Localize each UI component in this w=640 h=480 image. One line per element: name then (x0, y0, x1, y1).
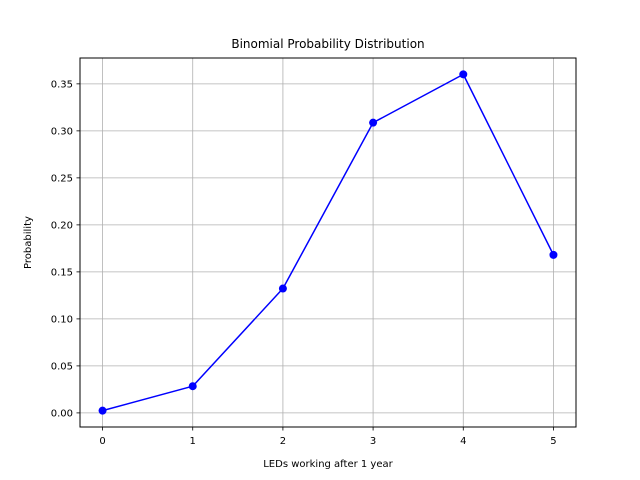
grid (80, 58, 576, 427)
series-line (102, 73, 555, 412)
data-point (188, 382, 197, 391)
x-tick-label: 3 (370, 436, 376, 447)
y-tick-label: 0.05 (51, 361, 73, 372)
data-point (369, 118, 378, 127)
x-tick-label: 1 (190, 436, 196, 447)
x-tick-label: 4 (460, 436, 466, 447)
y-axis-label: Probability (23, 216, 34, 269)
y-tick-label: 0.25 (51, 173, 73, 184)
data-point (549, 250, 558, 259)
x-tick-label: 2 (280, 436, 286, 447)
y-tick-label: 0.00 (51, 408, 73, 419)
x-tick-label: 5 (550, 436, 556, 447)
y-tick-label: 0.10 (51, 314, 73, 325)
data-point (98, 406, 107, 415)
x-axis-label: LEDs working after 1 year (263, 459, 393, 470)
y-tick-label: 0.30 (51, 126, 73, 137)
y-tick-label: 0.15 (51, 267, 73, 278)
data-point (278, 284, 287, 293)
x-tick-label: 0 (99, 436, 105, 447)
plot-frame (79, 57, 577, 428)
y-tick-label: 0.35 (51, 79, 73, 90)
chart-title: Binomial Probability Distribution (231, 37, 424, 51)
series-layer (98, 70, 558, 415)
x-ticks: 0 1 2 3 4 5 (99, 427, 557, 447)
y-tick-label: 0.20 (51, 220, 73, 231)
y-ticks: 0.00 0.05 0.10 0.15 0.20 0.25 0.30 0.35 (51, 79, 80, 419)
data-point (459, 70, 468, 79)
